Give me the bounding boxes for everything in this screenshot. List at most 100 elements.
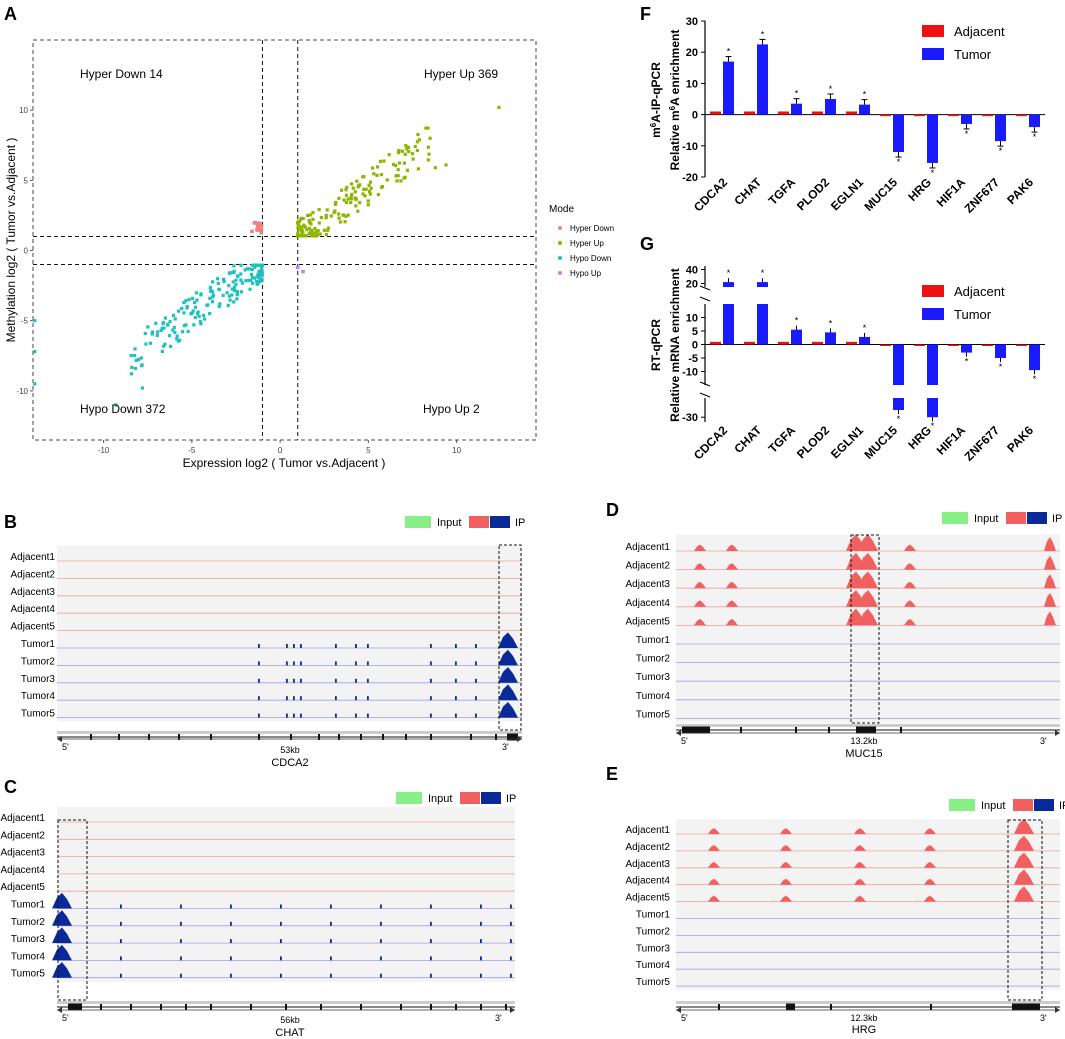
scatter-point-hyper-up (326, 226, 331, 230)
track-minor-peak (335, 696, 337, 701)
scatter-point-hypo-down (194, 291, 199, 295)
g-axis-break (699, 296, 711, 302)
g-bar-adjacent (880, 344, 891, 346)
f-significance-mark: * (965, 129, 969, 139)
scatter-point-hypo-down (177, 309, 181, 313)
scatter-point-hypo-down (225, 291, 229, 295)
scatter-point-hyper-up (308, 213, 312, 217)
scatter-point-hyper-up (309, 230, 313, 234)
scatter-point-hypo-down (33, 349, 37, 354)
track-legend-input-swatch (949, 799, 975, 811)
track-peak (858, 571, 878, 589)
g-bars: * * * * * * * * * * (710, 268, 1040, 431)
track-legend-ip-blue-swatch (1034, 799, 1054, 811)
scatter-point-hypo-down (222, 279, 226, 284)
track-row-label: Adjacent3 (626, 579, 671, 590)
track-peak (854, 844, 866, 851)
track-row-label: Adjacent1 (11, 552, 56, 563)
track-minor-peak (286, 696, 288, 701)
bar-panel-g: G RT-qPCR Relative mRNA enrichment 40 20 1… (640, 234, 1045, 464)
g-bar-adjacent (948, 344, 959, 346)
track-row-label: Tumor4 (11, 951, 46, 962)
track-minor-peak (120, 921, 122, 926)
scatter-point-hyper-up (296, 234, 300, 238)
x-tick-label: 0 (278, 446, 283, 455)
scatter-point-hypo-down (144, 342, 148, 346)
scatter-point-hypo-down (211, 293, 216, 297)
g-bar-adjacent (1016, 344, 1027, 346)
track-minor-peak (510, 939, 512, 944)
scatter-point-hyper-up (378, 159, 383, 163)
track-minor-peak (430, 956, 432, 961)
scatter-point-hyper-up (363, 194, 367, 198)
track-row-label: Tumor5 (11, 969, 46, 980)
track-exon-thick (68, 1003, 82, 1011)
track-row-label: Adjacent3 (11, 587, 56, 598)
f-ylabel-line2: Relative m6A enrichment (668, 30, 682, 171)
track-gene-length-c: 56kb (280, 1015, 300, 1025)
scatter-point-hypo-down (195, 298, 199, 302)
track-5-prime: 5' (62, 1013, 69, 1023)
y-tick-label: 0 (24, 247, 29, 256)
track-row-label: Tumor1 (636, 635, 671, 646)
track-peak (1014, 835, 1034, 851)
scatter-point-hyper-up (344, 214, 348, 218)
scatter-point-hypo-down (243, 268, 247, 272)
f-bar-adjacent (1016, 114, 1027, 117)
scatter-point-hyper-up (311, 211, 315, 215)
scatter-point-hypo-down (221, 277, 226, 281)
f-significance-mark: * (761, 29, 765, 39)
legend-label-hypo-down: Hypo Down (570, 254, 611, 263)
scatter-point-hyper-up (322, 228, 326, 232)
scatter-point-hypo-down (210, 295, 215, 299)
track-3-prime: 3' (1040, 1013, 1047, 1023)
legend-marker-hyper-down (558, 226, 562, 230)
scatter-point-hypo-down (258, 273, 263, 277)
track-legend-input-label: Input (437, 517, 461, 529)
scatter-point-hypo-down (210, 289, 214, 293)
scatter-point-hyper-up (353, 190, 357, 194)
track-minor-peak (300, 678, 302, 683)
track-minor-peak (293, 644, 295, 648)
f-y-tick-label: 20 (686, 47, 698, 59)
track-row-label: Adjacent5 (626, 616, 671, 627)
scatter-point-hypo-down (247, 278, 251, 282)
track-minor-peak (430, 713, 432, 718)
track-peak (904, 563, 916, 570)
scatter-point-hypo-down (172, 325, 176, 330)
track-exon (160, 1004, 162, 1010)
track-row-label: Tumor4 (636, 691, 671, 702)
panel-letter-b: B (4, 512, 17, 532)
track-minor-peak (455, 713, 457, 718)
track-exon (382, 734, 384, 740)
scatter-point-hypo-up (301, 269, 305, 274)
scatter-point-hypo-down (202, 313, 206, 317)
track-exon (185, 1004, 187, 1010)
g-y-tick-label: 10 (686, 313, 698, 325)
scatter-point-hypo-down (206, 303, 210, 307)
track-legend-input-label: Input (974, 513, 998, 525)
f-legend-label-tumor: Tumor (954, 47, 992, 62)
scatter-point-hypo-down (182, 311, 186, 315)
track-row-label: Adjacent5 (626, 893, 671, 904)
track-peak (1014, 869, 1034, 885)
g-significance-mark: * (931, 421, 935, 431)
scatter-point-hypo-down (132, 353, 137, 358)
scatter-point-hypo-down (246, 267, 250, 271)
g-y-tick-label: -30 (682, 412, 698, 424)
track-minor-peak (355, 678, 357, 683)
g-significance-mark: * (999, 362, 1003, 372)
scatter-point-hypo-down (199, 322, 203, 326)
scatter-point-hyper-up (326, 228, 330, 232)
track-row-label: Adjacent4 (626, 876, 671, 887)
g-y-tick-label: 20 (686, 279, 698, 291)
scatter-point-hypo-down (256, 281, 260, 285)
scatter-point-hypo-down (249, 278, 253, 283)
f-bar-tumor (995, 114, 1006, 142)
scatter-point-hypo-down (236, 274, 240, 278)
scatter-point-hypo-down (199, 292, 203, 296)
g-legend-swatch-tumor (922, 308, 944, 320)
scatter-point-hyper-up (364, 187, 368, 191)
scatter-point-hypo-down (175, 337, 179, 341)
